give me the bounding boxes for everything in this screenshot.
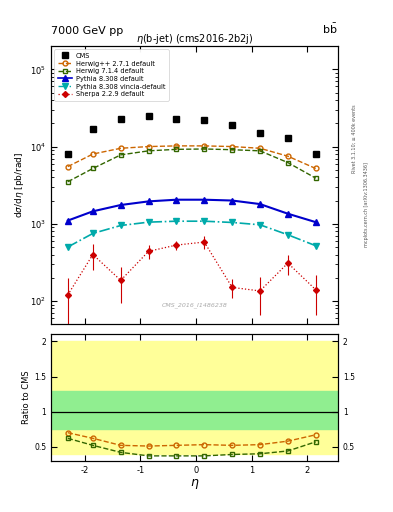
Bar	[51, 342, 338, 454]
Y-axis label: Ratio to CMS: Ratio to CMS	[22, 371, 31, 424]
Y-axis label: d$\sigma$/d$\eta$ [pb/rad]: d$\sigma$/d$\eta$ [pb/rad]	[13, 152, 26, 218]
Text: b$\bar{\rm b}$: b$\bar{\rm b}$	[323, 22, 338, 36]
Title: $\eta$(b-jet) (cms2016-2b2j): $\eta$(b-jet) (cms2016-2b2j)	[136, 32, 253, 46]
Text: mcplots.cern.ch [arXiv:1306.3436]: mcplots.cern.ch [arXiv:1306.3436]	[364, 162, 369, 247]
Text: Rivet 3.1.10; ≥ 400k events: Rivet 3.1.10; ≥ 400k events	[352, 104, 357, 173]
Text: 7000 GeV pp: 7000 GeV pp	[51, 26, 123, 36]
X-axis label: $\eta$: $\eta$	[190, 477, 199, 492]
Bar	[51, 391, 338, 429]
Text: CMS_2016_I1486238: CMS_2016_I1486238	[162, 302, 228, 308]
Legend: CMS, Herwig++ 2.7.1 default, Herwig 7.1.4 default, Pythia 8.308 default, Pythia : CMS, Herwig++ 2.7.1 default, Herwig 7.1.…	[54, 50, 169, 101]
